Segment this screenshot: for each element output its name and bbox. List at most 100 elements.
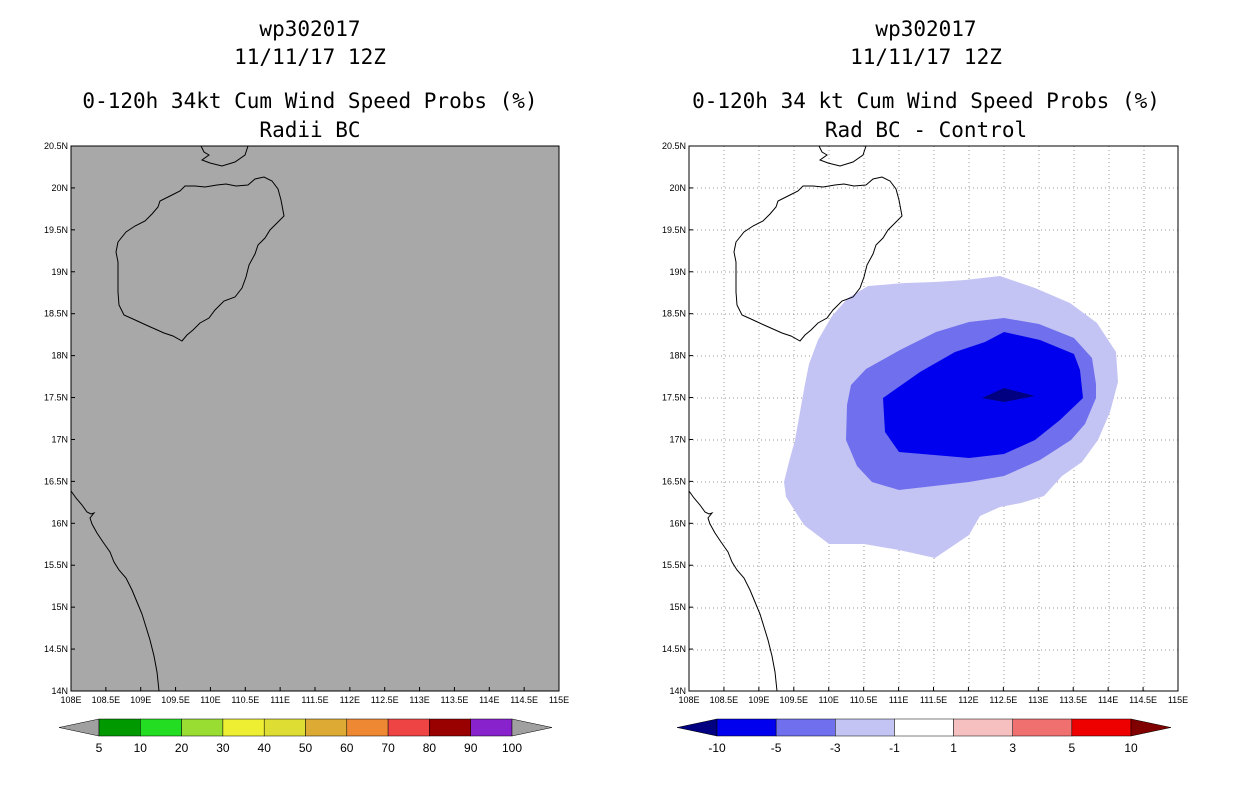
right-colorbar-label: -1 <box>889 741 900 755</box>
right-x-tick-label: 112E <box>958 695 978 705</box>
right-panel: wp302017 11/11/17 12Z 0-120h 34 kt Cum W… <box>662 17 1188 755</box>
left-y-tick-label: 20N <box>51 183 68 193</box>
right-x-tick-label: 113.5E <box>1059 695 1087 705</box>
left-x-tick-label: 114E <box>479 695 499 705</box>
right-y-tick-label: 16N <box>669 518 686 528</box>
right-y-tick-label: 17.5N <box>662 393 686 403</box>
right-colorbar-box <box>775 718 836 737</box>
right-colorbar-box <box>894 718 954 737</box>
left-y-tick-label: 16N <box>51 518 68 528</box>
left-y-tick-label: 18N <box>51 351 68 361</box>
right-y-tick-label: 18.5N <box>662 309 686 319</box>
right-y-tick-label: 14N <box>669 686 686 696</box>
right-title-line-2: 11/11/17 12Z <box>850 45 1002 69</box>
left-colorbar-label: 30 <box>216 741 230 755</box>
left-x-tick-label: 110.5E <box>231 695 259 705</box>
left-colorbar-box <box>222 718 265 737</box>
right-colorbar-label: 10 <box>1124 741 1138 755</box>
right-y-tick-label: 20N <box>669 183 686 193</box>
right-title-line-4: Rad BC - Control <box>825 118 1027 142</box>
left-colorbar-box <box>470 718 513 737</box>
left-title-line-2: 11/11/17 12Z <box>234 45 386 69</box>
left-colorbar-label: 70 <box>381 741 395 755</box>
right-y-tick-label: 16.5N <box>662 476 686 486</box>
right-x-tick-label: 112.5E <box>989 695 1017 705</box>
left-x-tick-label: 108.5E <box>92 695 121 705</box>
left-x-tick-label: 109.5E <box>161 695 190 705</box>
right-coastline-vietnam <box>688 490 778 692</box>
left-y-axis: 14N 14.5N 15N 15.5N 16N 16.5N 17N 17.5N 18N 18.5N… <box>44 141 75 696</box>
contour-minus-10 <box>982 388 1035 402</box>
left-colorbar-box <box>387 718 430 737</box>
right-y-tick-label: 15N <box>669 602 686 612</box>
left-x-tick-label: 112E <box>340 695 360 705</box>
right-colorbar-box <box>953 718 1013 737</box>
left-colorbar-label: 20 <box>175 741 189 755</box>
left-x-axis: 108E 108.5E 109E 109.5E 110E 110.5E 111E 111.5E… <box>60 687 569 705</box>
left-plot-area <box>71 146 559 691</box>
right-x-tick-label: 110.5E <box>850 695 878 705</box>
left-colorbar-label: 40 <box>258 741 272 755</box>
left-title-line-1: wp302017 <box>259 17 360 41</box>
right-x-tick-label: 111.5E <box>920 695 947 705</box>
right-x-tick-label: 109E <box>748 695 769 705</box>
left-y-tick-label: 18.5N <box>44 309 68 319</box>
left-y-tick-label: 15.5N <box>44 560 68 570</box>
left-colorbar-box <box>98 718 141 737</box>
left-y-tick-label: 19N <box>51 267 68 277</box>
left-panel: wp302017 11/11/17 12Z 0-120h 34kt Cum Wi… <box>44 17 569 755</box>
right-y-tick-label: 18N <box>669 351 686 361</box>
left-title-line-3: 0-120h 34kt Cum Wind Speed Probs (%) <box>82 89 537 113</box>
right-colorbar-box <box>835 718 895 737</box>
right-y-tick-label: 15.5N <box>662 560 686 570</box>
left-y-tick-label: 17.5N <box>44 393 68 403</box>
left-x-tick-label: 113E <box>409 695 429 705</box>
left-colorbar-end-low <box>58 718 100 737</box>
left-colorbar-label: 100 <box>502 741 522 755</box>
right-colorbar-box <box>1071 718 1132 737</box>
left-y-tick-label: 17N <box>51 434 68 444</box>
right-x-tick-label: 114.5E <box>1129 695 1157 705</box>
right-x-tick-label: 114E <box>1098 695 1118 705</box>
left-x-tick-label: 109E <box>130 695 151 705</box>
right-x-tick-label: 111E <box>889 695 909 705</box>
left-coastline-mainland <box>200 145 249 167</box>
right-colorbar: -10 -5 -3 -1 1 3 5 10 <box>676 718 1172 755</box>
left-x-tick-label: 114.5E <box>510 695 538 705</box>
right-title-line-3: 0-120h 34 kt Cum Wind Speed Probs (%) <box>692 89 1160 113</box>
right-coastline-hainan <box>733 176 903 342</box>
left-colorbar-label: 90 <box>464 741 478 755</box>
right-x-tick-label: 113E <box>1028 695 1048 705</box>
right-x-axis: 108E 108.5E 109E 109.5E 110E 110.5E 111E 111.5E… <box>678 687 1188 705</box>
left-colorbar-label: 50 <box>299 741 313 755</box>
left-x-tick-label: 111E <box>270 695 290 705</box>
contour-minus-5 <box>883 332 1083 458</box>
left-x-tick-label: 115E <box>549 695 569 705</box>
right-y-tick-label: 20.5N <box>662 141 686 151</box>
right-colorbar-label: -5 <box>771 741 782 755</box>
left-colorbar-box <box>305 718 348 737</box>
left-colorbar-box <box>181 718 224 737</box>
left-y-tick-label: 15N <box>51 602 68 612</box>
left-colorbar: 5 10 20 30 40 50 60 70 80 90 100 <box>58 718 553 755</box>
right-y-tick-label: 19N <box>669 267 686 277</box>
right-x-tick-label: 108E <box>678 695 699 705</box>
left-coastline-vietnam <box>70 490 160 692</box>
left-colorbar-box <box>263 718 306 737</box>
left-x-tick-label: 111.5E <box>301 695 328 705</box>
right-x-tick-label: 115E <box>1168 695 1188 705</box>
left-colorbar-label: 10 <box>134 741 148 755</box>
right-y-tick-label: 14.5N <box>662 644 686 654</box>
left-x-tick-label: 113.5E <box>440 695 468 705</box>
right-colorbar-label: 1 <box>950 741 957 755</box>
right-colorbar-box <box>1012 718 1073 737</box>
left-colorbar-box <box>429 718 471 737</box>
left-y-tick-label: 20.5N <box>44 141 68 151</box>
right-coastline-mainland <box>818 145 867 167</box>
left-colorbar-end-high <box>511 718 553 737</box>
left-y-tick-label: 16.5N <box>44 476 68 486</box>
left-x-tick-label: 110E <box>200 695 220 705</box>
right-y-axis: 14N 14.5N 15N 15.5N 16N 16.5N 17N 17.5N 18N 18.5N… <box>662 141 693 696</box>
